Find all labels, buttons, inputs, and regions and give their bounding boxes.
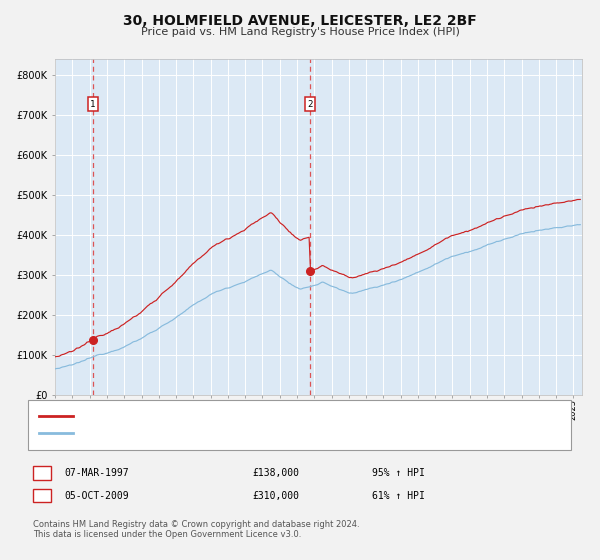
- Text: £310,000: £310,000: [252, 491, 299, 501]
- Text: £138,000: £138,000: [252, 468, 299, 478]
- Text: 05-OCT-2009: 05-OCT-2009: [64, 491, 129, 501]
- Text: 2: 2: [39, 491, 45, 501]
- Text: 07-MAR-1997: 07-MAR-1997: [64, 468, 129, 478]
- Text: HPI: Average price, detached house, Leicester: HPI: Average price, detached house, Leic…: [80, 429, 322, 438]
- Text: 1: 1: [39, 468, 45, 478]
- Text: 30, HOLMFIELD AVENUE, LEICESTER, LE2 2BF: 30, HOLMFIELD AVENUE, LEICESTER, LE2 2BF: [123, 14, 477, 28]
- Text: 2: 2: [307, 100, 313, 109]
- Text: 95% ↑ HPI: 95% ↑ HPI: [372, 468, 425, 478]
- Text: Price paid vs. HM Land Registry's House Price Index (HPI): Price paid vs. HM Land Registry's House …: [140, 27, 460, 37]
- Text: Contains HM Land Registry data © Crown copyright and database right 2024.
This d: Contains HM Land Registry data © Crown c…: [33, 520, 359, 539]
- Text: 30, HOLMFIELD AVENUE,  LEICESTER,  LE2 2BF (detached house): 30, HOLMFIELD AVENUE, LEICESTER, LE2 2BF…: [80, 411, 398, 420]
- Text: 1: 1: [90, 100, 95, 109]
- Text: 61% ↑ HPI: 61% ↑ HPI: [372, 491, 425, 501]
